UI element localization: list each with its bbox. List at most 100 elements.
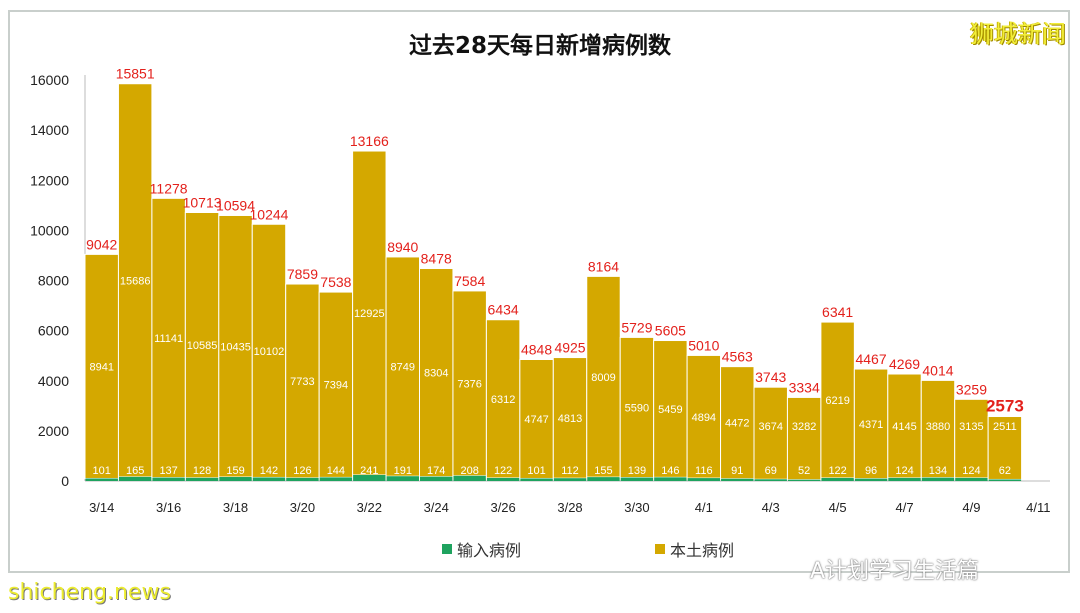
data-label-total: 6434 (488, 302, 519, 318)
y-tick-label: 2000 (38, 423, 69, 439)
data-label-local: 12925 (354, 308, 385, 320)
data-label-total: 4467 (855, 351, 886, 367)
data-label-local: 4145 (892, 421, 916, 433)
data-label-imported: 126 (293, 465, 311, 477)
data-label-local: 2511 (993, 421, 1017, 433)
x-tick-label: 4/3 (762, 500, 780, 515)
y-tick-label: 14000 (30, 122, 69, 138)
bar-imported (152, 477, 185, 481)
bar-imported (219, 477, 252, 481)
data-label-imported: 134 (929, 465, 947, 477)
bar-imported (319, 477, 353, 481)
data-label-total: 11278 (150, 180, 188, 196)
data-label-local: 5459 (658, 404, 682, 416)
data-label-local: 10102 (254, 346, 285, 358)
bar-imported (85, 478, 118, 481)
y-tick-label: 8000 (38, 273, 69, 289)
data-label-imported: 144 (327, 465, 345, 477)
data-label-total: 8164 (588, 258, 619, 274)
bar-imported (286, 477, 319, 481)
data-label-local: 3135 (959, 421, 983, 433)
data-label-imported: 122 (828, 465, 846, 477)
data-label-total: 4848 (521, 341, 552, 357)
bar-local (619, 336, 655, 479)
data-label-total: 10713 (183, 195, 222, 211)
data-label-local: 6312 (491, 394, 515, 406)
data-label-total: 5010 (688, 337, 719, 353)
data-label-total: 5605 (655, 323, 686, 339)
data-label-imported: 139 (628, 465, 646, 477)
bar-imported (587, 477, 620, 481)
x-tick-label: 3/24 (424, 500, 449, 515)
data-label-total: 7859 (287, 266, 318, 282)
x-tick-label: 4/11 (1026, 500, 1050, 515)
bar-local (552, 357, 588, 479)
data-label-imported: 155 (594, 465, 612, 477)
bar-local (151, 197, 186, 479)
data-label-total: 10244 (250, 206, 289, 222)
data-label-imported: 62 (999, 465, 1011, 477)
data-label-total: 4014 (922, 362, 953, 378)
bar-local (786, 396, 822, 481)
data-label-total: 10594 (216, 197, 255, 213)
data-label-local: 8749 (391, 362, 415, 374)
data-label-imported: 91 (731, 465, 743, 477)
data-label-total: 4925 (554, 340, 585, 356)
bar-imported (721, 478, 754, 481)
bar-local (385, 256, 420, 477)
data-label-imported: 146 (661, 465, 679, 477)
data-label-local: 4371 (859, 419, 883, 431)
bar-imported (988, 479, 1022, 481)
data-label-total: 15851 (116, 66, 155, 82)
data-label-total: 6341 (822, 304, 853, 320)
legend-label-local: 本土病例 (670, 541, 735, 560)
data-label-imported: 101 (93, 465, 111, 477)
bar-imported (118, 476, 152, 481)
bar-imported (654, 477, 687, 481)
data-label-total: 4563 (722, 349, 753, 365)
x-tick-label: 4/9 (962, 500, 980, 515)
data-label-imported: 124 (895, 465, 913, 477)
data-label-imported: 116 (695, 465, 713, 477)
y-tick-label: 4000 (38, 373, 69, 389)
x-tick-label: 3/30 (624, 500, 649, 515)
bar-local (485, 319, 521, 479)
bar-local (987, 416, 1023, 480)
bar-local (519, 358, 554, 479)
bar-imported (955, 477, 988, 481)
data-label-local: 3880 (926, 421, 950, 433)
bar-imported (420, 476, 453, 481)
y-tick-label: 16000 (30, 72, 69, 88)
data-label-total: 7584 (454, 273, 485, 289)
data-label-total: 2573 (986, 397, 1024, 416)
data-label-local: 10435 (220, 341, 251, 353)
data-label-imported: 128 (193, 465, 211, 477)
data-label-total: 5729 (621, 319, 652, 335)
data-label-total: 3743 (755, 369, 786, 385)
x-tick-label: 3/18 (223, 500, 248, 515)
bar-imported (453, 475, 486, 481)
bar-local (117, 83, 153, 478)
bar-imported (520, 478, 553, 481)
data-label-imported: 165 (126, 465, 144, 477)
data-label-imported: 122 (494, 465, 512, 477)
data-label-local: 4813 (558, 413, 582, 425)
bar-local (452, 290, 487, 477)
bar-imported (620, 477, 654, 481)
data-label-imported: 96 (865, 465, 877, 477)
data-label-local: 10585 (187, 340, 218, 352)
chart-title: 过去28天每日新增病例数 (408, 33, 671, 59)
bar-imported (854, 478, 888, 481)
x-tick-label: 4/1 (695, 500, 713, 515)
x-tick-label: 3/20 (290, 500, 315, 515)
bar-imported (353, 474, 386, 481)
legend-label-imported: 输入病例 (457, 541, 522, 560)
bar-local (920, 379, 956, 479)
bar-imported (821, 477, 854, 481)
y-tick-label: 0 (61, 473, 69, 489)
data-label-imported: 69 (765, 465, 777, 477)
bar-imported (888, 477, 921, 481)
bar-local (686, 354, 722, 479)
y-tick-label: 10000 (30, 222, 69, 238)
data-label-imported: 101 (527, 465, 545, 477)
